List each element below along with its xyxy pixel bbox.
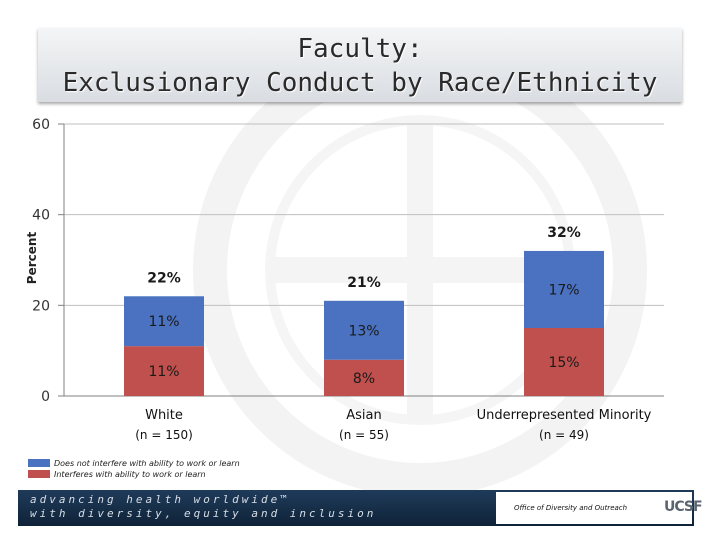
segment-data-label: 15%	[548, 355, 579, 371]
legend-label-does-not-interfere: Does not interfere with ability to work …	[54, 458, 240, 468]
bars	[124, 250, 604, 396]
footer-tagline: advancing health worldwide™ with diversi…	[30, 493, 376, 521]
x-category-label: Underrepresented Minority	[477, 408, 652, 423]
x-category-count: (n = 55)	[339, 428, 389, 442]
total-data-label: 32%	[547, 225, 581, 241]
bar-segment-interferes	[124, 346, 204, 396]
total-data-label: 22%	[147, 270, 181, 286]
bar-segment-does-not-interfere	[524, 250, 604, 328]
axes: 0 20 40 60 Percent White (n = 150) Asian (n = 55…	[25, 117, 664, 442]
legend-item-interferes: Interferes with ability to work or learn	[28, 469, 240, 479]
data-labels: 11% 11% 22% 8% 13% 21% 15% 17% 32%	[147, 225, 581, 387]
bar-segment-interferes	[524, 328, 604, 396]
y-tick-label: 60	[32, 117, 50, 133]
total-data-label: 21%	[347, 275, 381, 291]
legend-swatch-red	[28, 470, 50, 478]
title-banner: Faculty: Exclusionary Conduct by Race/Et…	[38, 28, 682, 102]
bar-segment-does-not-interfere	[124, 296, 204, 347]
tagline-line-1: advancing health worldwide™	[30, 493, 290, 506]
footer-banner: advancing health worldwide™ with diversi…	[18, 490, 703, 526]
chart-title-line-1: Faculty:	[297, 34, 423, 64]
y-tick-label: 20	[32, 298, 50, 314]
segment-data-label: 11%	[148, 364, 179, 380]
segment-data-label: 11%	[148, 314, 179, 330]
x-category-label: White	[145, 408, 183, 423]
bar-segment-interferes	[324, 359, 404, 396]
office-name: Office of Diversity and Outreach	[514, 504, 628, 512]
legend-swatch-blue	[28, 459, 50, 467]
segment-data-label: 17%	[548, 282, 579, 298]
y-tick-label: 40	[32, 208, 50, 224]
x-category-count: (n = 150)	[135, 428, 193, 442]
legend-label-interferes: Interferes with ability to work or learn	[54, 469, 206, 479]
segment-data-label: 13%	[348, 323, 379, 339]
y-axis-label: Percent	[25, 232, 39, 285]
chart-title-line-2: Exclusionary Conduct by Race/Ethnicity	[62, 68, 658, 98]
ucsf-logo: UCSF	[664, 499, 703, 515]
segment-data-label: 8%	[353, 371, 375, 387]
x-category-count: (n = 49)	[539, 428, 589, 442]
tagline-line-2: with diversity, equity and inclusion	[30, 507, 377, 520]
y-tick-label: 0	[41, 389, 50, 405]
legend: Does not interfere with ability to work …	[28, 458, 240, 480]
bar-segment-does-not-interfere	[324, 300, 404, 360]
office-box: Office of Diversity and Outreach UCSF	[496, 492, 703, 524]
legend-item-does-not-interfere: Does not interfere with ability to work …	[28, 458, 240, 468]
x-category-label: Asian	[346, 408, 381, 423]
